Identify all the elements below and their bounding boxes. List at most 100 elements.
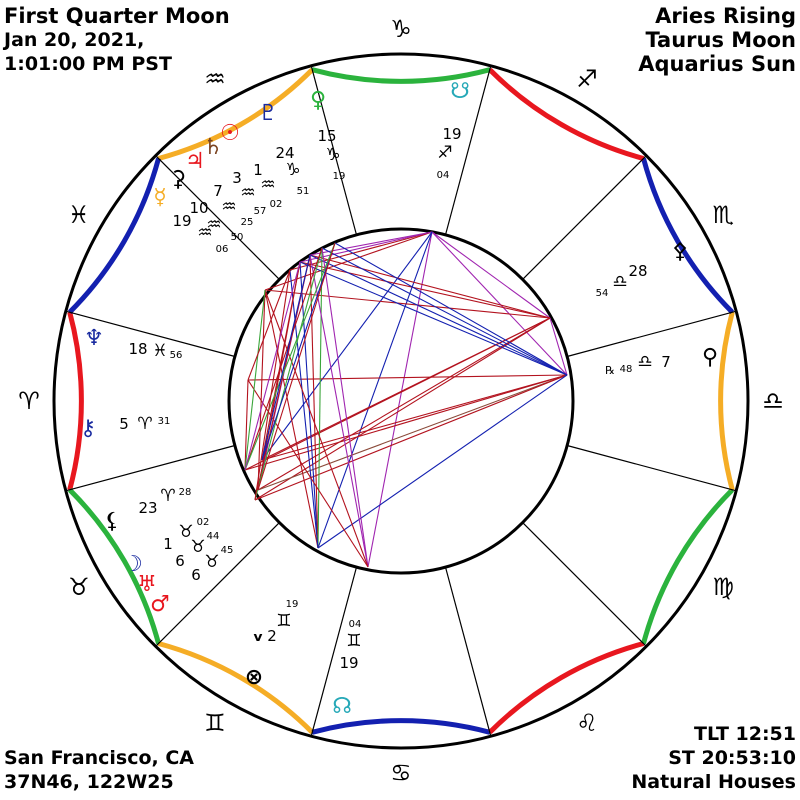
north-node-icon: ☊ — [332, 694, 352, 719]
ring-segment-libra — [718, 311, 735, 491]
aspect-line — [247, 374, 568, 381]
moon-minutes: 02 — [197, 517, 210, 528]
venus-minutes: 19 — [333, 171, 346, 182]
sun-icon: ☉ — [220, 121, 240, 146]
house-cusp-3 — [155, 522, 280, 647]
chiron-icon: ⚷ — [80, 416, 96, 441]
aspect-line — [431, 231, 551, 319]
aspect-line — [254, 374, 568, 501]
aspect-line — [309, 254, 551, 319]
body-north-node: ☊ — [332, 694, 352, 719]
aspect-lines — [244, 231, 568, 568]
aspect-line — [321, 247, 568, 376]
body-fortune: ⊗ 19 ♊04 — [245, 619, 362, 690]
aspect-line — [321, 247, 369, 568]
ceres-degree: 10 — [189, 199, 208, 217]
saturn-degree: 3 — [232, 169, 242, 187]
house-system: Natural Houses — [631, 771, 796, 793]
chiron-minutes: 31 — [158, 416, 171, 427]
aspect-line — [257, 374, 568, 491]
aspect-line — [431, 231, 568, 376]
house-cusp-2 — [65, 444, 236, 492]
body-mars: ♂6♉45 — [150, 545, 233, 617]
sun-sign-label: ♒ — [260, 175, 275, 195]
house-cusp-10 — [444, 65, 492, 236]
house-cusp-7 — [566, 444, 737, 492]
aspect-line — [257, 289, 266, 491]
mercury-sign-label: ♒ — [197, 223, 212, 243]
moon-icon: ☽ — [123, 552, 143, 577]
body-venus: ♀ 15♑ 19 — [310, 88, 345, 182]
house-cusp-4 — [310, 566, 358, 737]
aspect-line — [254, 317, 551, 501]
body-neptune: ♆ 18 ♓ 56 — [84, 326, 182, 361]
mars-sign-label: ♉ — [204, 552, 219, 572]
pallas-retrograde: ℞ — [605, 364, 615, 377]
south-node-sign-label: ♐ — [437, 143, 452, 163]
venus-sign-label: ♑ — [325, 145, 340, 165]
south-node-icon: ☋ — [450, 79, 470, 104]
moon-phase: First Quarter Moon — [4, 4, 230, 28]
location-name: San Francisco, CA — [4, 747, 195, 769]
ring-segment-aries — [67, 311, 84, 491]
pluto-sign-label: ♑ — [285, 160, 300, 180]
ring-segment-taurus — [67, 488, 161, 645]
sign-gemini-icon: ♊ — [204, 709, 226, 737]
chart-time: 1:01:00 PM PST — [4, 53, 172, 75]
pallas-degree: 7 — [661, 353, 671, 371]
aspect-line — [299, 261, 319, 549]
aspect-line — [244, 261, 301, 471]
aspect-line — [309, 231, 433, 256]
jupiter-minutes: 25 — [241, 217, 254, 228]
body-saturn: ♄3♒57 — [203, 135, 266, 217]
body-lilith: ⚸ 23♈ 28 — [104, 486, 191, 534]
body-south-node: ☋ 19♐ 04 — [437, 79, 470, 181]
sign-glyphs: ♈♉♊♋♌♍♎♏♐♑♒♓ — [18, 15, 784, 787]
aspect-line — [334, 242, 568, 376]
pallas-icon: ⚲ — [702, 345, 718, 370]
sign-leo-icon: ♌ — [576, 709, 598, 737]
pluto-icon: ♇ — [258, 101, 278, 126]
body-sun: ☉1♒02 — [220, 121, 282, 210]
lilith-minutes: 28 — [179, 487, 192, 498]
sign-sagittarius-icon: ♐ — [576, 65, 598, 93]
aspect-line — [264, 289, 551, 319]
sign-cancer-icon: ♋ — [390, 759, 412, 787]
body-pallas: ⚲ 7 ♎ 48 ℞ — [605, 345, 718, 377]
mars-minutes: 45 — [221, 545, 234, 556]
house-cusp-9 — [522, 155, 647, 280]
fortune-icon: ⊗ — [245, 665, 263, 690]
sign-aquarius-icon: ♒ — [204, 65, 226, 93]
ring-segment-sagittarius — [488, 67, 645, 161]
ring-segment-aquarius — [157, 67, 314, 161]
ceres-minutes: 50 — [231, 232, 244, 243]
aspect-line — [317, 231, 433, 549]
vertex-icon: ᵛ — [252, 629, 263, 654]
chart-info-top-left: First Quarter Moon Jan 20, 2021, 1:01:00… — [4, 4, 230, 76]
planet-glyphs: ♇24♑51♀15♑19☋19♐04☉1♒02♄3♒57♃7♒25⚳10♒50☿… — [80, 79, 718, 719]
south-node-minutes: 04 — [437, 170, 450, 181]
house-cusp-5 — [444, 566, 492, 737]
house-cusp-6 — [522, 522, 647, 647]
ceres-icon: ⚳ — [170, 167, 186, 192]
uranus-sign-label: ♉ — [190, 537, 205, 557]
uranus-minutes: 44 — [207, 531, 220, 542]
sign-scorpio-icon: ♏ — [712, 201, 734, 229]
aspect-line — [264, 289, 369, 568]
jupiter-sign-label: ♒ — [221, 197, 236, 217]
aspect-line — [299, 261, 551, 319]
uranus-degree: 6 — [175, 552, 185, 570]
aspect-line — [289, 269, 319, 549]
ceres-sign-label: ♒ — [206, 215, 221, 235]
aspect-line — [244, 289, 266, 471]
aspect-line — [257, 242, 336, 491]
sign-aries-icon: ♈ — [18, 387, 40, 415]
outer-circle — [52, 52, 750, 750]
south-node-degree: 19 — [442, 125, 461, 143]
mercury-icon: ☿ — [153, 185, 167, 210]
sign-taurus-icon: ♉ — [68, 573, 90, 601]
house-cusp-12 — [155, 155, 280, 280]
aspect-line — [244, 247, 323, 471]
aspect-line — [309, 254, 369, 568]
